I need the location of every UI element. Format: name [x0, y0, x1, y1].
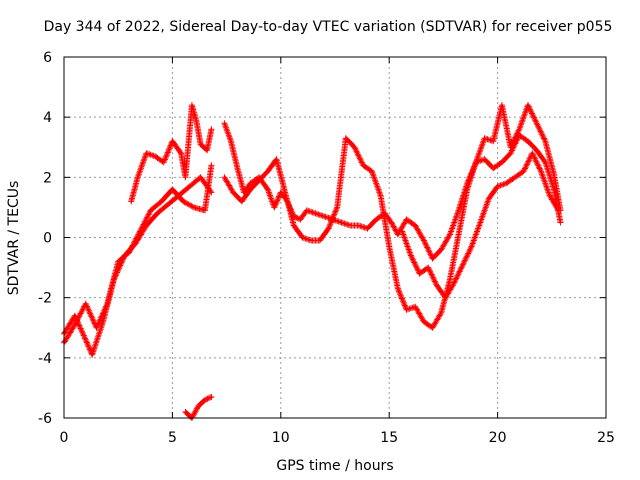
series-track-g [399, 150, 562, 301]
axis-ticks: 0 5 10 15 20 25 -6 -4 -2 0 2 4 6 [38, 50, 615, 446]
y-tick-label: -4 [38, 351, 52, 367]
x-axis-label: GPS time / hours [276, 458, 393, 474]
series-markers [61, 174, 215, 358]
x-tick-label: 20 [489, 430, 507, 446]
series-markers [221, 102, 564, 331]
x-tick-label: 5 [168, 430, 177, 446]
y-tick-label: 2 [43, 170, 52, 186]
series-track-b [61, 162, 215, 346]
series-markers [61, 162, 215, 346]
y-tick-label: 6 [43, 50, 52, 66]
x-tick-label: 10 [272, 430, 290, 446]
series-track-d [182, 393, 215, 421]
series-markers [221, 120, 564, 262]
y-axis-label: SDTVAR / TECUs [6, 181, 22, 296]
data-series [61, 102, 564, 421]
series-track-a [61, 174, 215, 358]
series-track-f [221, 102, 564, 331]
x-tick-label: 0 [60, 430, 69, 446]
series-markers [182, 393, 215, 421]
y-tick-label: 0 [43, 231, 52, 247]
series-track-e [221, 120, 564, 262]
y-tick-label: 4 [43, 110, 52, 126]
y-tick-label: -2 [38, 291, 52, 307]
series-markers [128, 102, 215, 205]
series-track-c [128, 102, 215, 205]
y-tick-label: -6 [38, 411, 52, 427]
x-tick-label: 15 [380, 430, 398, 446]
chart-title: Day 344 of 2022, Sidereal Day-to-day VTE… [44, 19, 613, 35]
x-tick-label: 25 [597, 430, 615, 446]
grid-lines [64, 57, 606, 418]
series-markers [399, 150, 562, 301]
